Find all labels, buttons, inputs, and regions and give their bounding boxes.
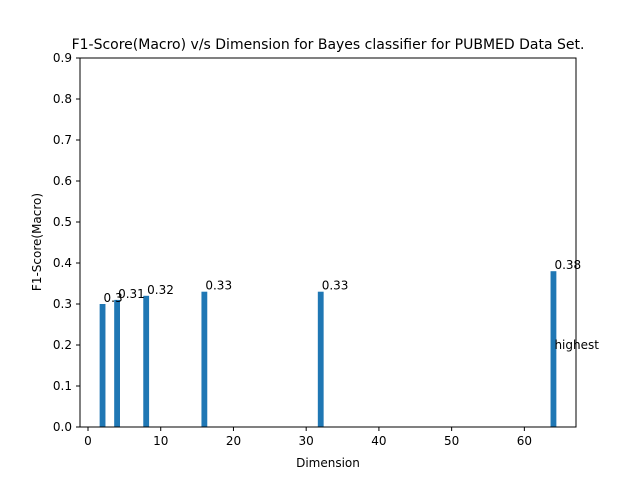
bar-dimension-8 (143, 295, 150, 427)
y-tick-label: 0.9 (53, 51, 72, 65)
y-tick-label: 0.4 (53, 256, 72, 270)
data-labels-group: 0.30.31 0.32 0.33 0.33 0.38 highest (104, 258, 600, 352)
x-tick-label: 40 (371, 434, 386, 448)
bar-dimension-32 (317, 291, 324, 427)
x-axis-ticks: 0 10 20 30 40 50 60 (84, 427, 532, 448)
x-tick-label: 20 (226, 434, 241, 448)
y-tick-label: 0.2 (53, 338, 72, 352)
data-label-dimension-4: 0.31 (118, 287, 145, 301)
data-label-dimension-16: 0.33 (205, 279, 232, 293)
y-tick-label: 0.5 (53, 215, 72, 229)
y-tick-label: 0.6 (53, 174, 72, 188)
x-tick-label: 0 (84, 434, 92, 448)
x-tick-label: 60 (517, 434, 532, 448)
bar-dimension-64 (550, 271, 557, 427)
y-axis-label: F1-Score(Macro) (30, 193, 44, 291)
bar-dimension-16 (201, 291, 208, 427)
bar-dimension-2 (99, 304, 106, 427)
y-tick-label: 0.7 (53, 133, 72, 147)
y-tick-label: 0.8 (53, 92, 72, 106)
y-tick-label: 0.0 (53, 420, 72, 434)
data-label-dimension-2: 0.3 (104, 291, 123, 305)
x-axis-label: Dimension (296, 456, 360, 470)
chart-title: F1-Score(Macro) v/s Dimension for Bayes … (72, 37, 585, 53)
y-axis-ticks: 0.0 0.1 0.2 0.3 0.4 0.5 0.6 0.7 0.8 0.9 (53, 51, 80, 434)
x-tick-label: 50 (444, 434, 459, 448)
data-label-dimension-8: 0.32 (147, 283, 174, 297)
bars-group (99, 271, 557, 427)
y-tick-label: 0.3 (53, 297, 72, 311)
annotation-highest: highest (554, 338, 599, 352)
data-label-dimension-32: 0.33 (322, 279, 349, 293)
plot-frame (79, 57, 577, 428)
data-label-dimension-64: 0.38 (554, 258, 581, 272)
bar-dimension-4 (114, 299, 120, 427)
x-tick-label: 10 (153, 434, 168, 448)
y-tick-label: 0.1 (53, 379, 72, 393)
x-tick-label: 30 (299, 434, 314, 448)
